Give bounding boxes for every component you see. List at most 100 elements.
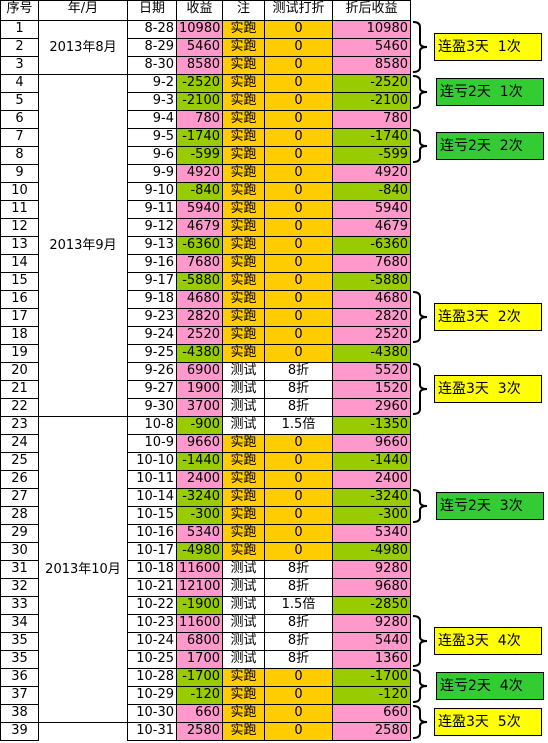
row-number-cell[interactable]: 20 xyxy=(0,362,39,381)
date-cell[interactable]: 10-29 xyxy=(127,686,177,705)
date-cell[interactable]: 10-17 xyxy=(127,542,177,561)
row-number-cell[interactable]: 2 xyxy=(0,38,39,57)
profit-cell[interactable]: -3240 xyxy=(176,488,223,507)
profit-cell[interactable]: -300 xyxy=(176,506,223,525)
discounted-profit-cell[interactable]: 2400 xyxy=(332,470,411,489)
discounted-profit-cell[interactable]: -1350 xyxy=(332,416,411,435)
month-cell[interactable]: 2013年10月 xyxy=(38,416,128,723)
date-cell[interactable]: 10-31 xyxy=(127,722,177,741)
date-cell[interactable]: 9-13 xyxy=(127,236,177,255)
header-cell[interactable]: 折后收益 xyxy=(332,0,411,21)
discounted-profit-cell[interactable]: 660 xyxy=(332,704,411,723)
discounted-profit-cell[interactable]: 1360 xyxy=(332,650,411,669)
discounted-profit-cell[interactable]: 9280 xyxy=(332,560,411,579)
test-discount-cell[interactable]: 0 xyxy=(264,722,333,741)
note-cell[interactable]: 实跑 xyxy=(222,56,265,75)
discounted-profit-cell[interactable]: -4980 xyxy=(332,542,411,561)
date-cell[interactable]: 9-5 xyxy=(127,128,177,147)
profit-cell[interactable]: -1700 xyxy=(176,668,223,687)
row-number-cell[interactable]: 37 xyxy=(0,686,39,705)
profit-cell[interactable]: 4920 xyxy=(176,164,223,183)
date-cell[interactable]: 8-29 xyxy=(127,38,177,57)
profit-cell[interactable]: -840 xyxy=(176,182,223,201)
row-number-cell[interactable]: 8 xyxy=(0,146,39,165)
note-cell[interactable]: 实跑 xyxy=(222,668,265,687)
profit-cell[interactable]: -6360 xyxy=(176,236,223,255)
row-number-cell[interactable]: 21 xyxy=(0,380,39,399)
row-number-cell[interactable]: 7 xyxy=(0,128,39,147)
discounted-profit-cell[interactable]: 4680 xyxy=(332,290,411,309)
profit-cell[interactable]: -1440 xyxy=(176,452,223,471)
date-cell[interactable]: 10-8 xyxy=(127,416,177,435)
discounted-profit-cell[interactable]: -599 xyxy=(332,146,411,165)
note-cell[interactable]: 测试 xyxy=(222,560,265,579)
profit-cell[interactable]: 11600 xyxy=(176,560,223,579)
date-cell[interactable]: 10-23 xyxy=(127,614,177,633)
test-discount-cell[interactable]: 0 xyxy=(264,272,333,291)
date-cell[interactable]: 10-14 xyxy=(127,488,177,507)
discounted-profit-cell[interactable]: 7680 xyxy=(332,254,411,273)
date-cell[interactable]: 10-11 xyxy=(127,470,177,489)
note-cell[interactable]: 测试 xyxy=(222,632,265,651)
date-cell[interactable]: 10-10 xyxy=(127,452,177,471)
date-cell[interactable]: 9-17 xyxy=(127,272,177,291)
row-number-cell[interactable]: 35 xyxy=(0,650,39,669)
profit-cell[interactable]: -2520 xyxy=(176,74,223,93)
test-discount-cell[interactable]: 0 xyxy=(264,344,333,363)
discounted-profit-cell[interactable]: 5940 xyxy=(332,200,411,219)
note-cell[interactable]: 测试 xyxy=(222,362,265,381)
test-discount-cell[interactable]: 8折 xyxy=(264,398,333,417)
date-cell[interactable]: 9-6 xyxy=(127,146,177,165)
profit-cell[interactable]: 3700 xyxy=(176,398,223,417)
date-cell[interactable]: 9-2 xyxy=(127,74,177,93)
test-discount-cell[interactable]: 8折 xyxy=(264,560,333,579)
row-number-cell[interactable]: 11 xyxy=(0,200,39,219)
discounted-profit-cell[interactable]: 9660 xyxy=(332,434,411,453)
note-cell[interactable]: 实跑 xyxy=(222,128,265,147)
profit-cell[interactable]: -900 xyxy=(176,416,223,435)
note-cell[interactable]: 实跑 xyxy=(222,686,265,705)
note-cell[interactable]: 实跑 xyxy=(222,182,265,201)
test-discount-cell[interactable]: 0 xyxy=(264,434,333,453)
month-cell[interactable]: 2013年9月 xyxy=(38,74,128,417)
profit-cell[interactable]: 2400 xyxy=(176,470,223,489)
profit-cell[interactable]: 4679 xyxy=(176,218,223,237)
date-cell[interactable]: 9-11 xyxy=(127,200,177,219)
note-cell[interactable]: 实跑 xyxy=(222,146,265,165)
test-discount-cell[interactable]: 0 xyxy=(264,200,333,219)
header-cell[interactable]: 序号 xyxy=(0,0,39,21)
date-cell[interactable]: 9-24 xyxy=(127,326,177,345)
profit-cell[interactable]: 10980 xyxy=(176,20,223,39)
row-number-cell[interactable]: 17 xyxy=(0,308,39,327)
test-discount-cell[interactable]: 0 xyxy=(264,182,333,201)
note-cell[interactable]: 实跑 xyxy=(222,20,265,39)
date-cell[interactable]: 9-3 xyxy=(127,92,177,111)
row-number-cell[interactable]: 4 xyxy=(0,74,39,93)
test-discount-cell[interactable]: 0 xyxy=(264,686,333,705)
test-discount-cell[interactable]: 0 xyxy=(264,38,333,57)
discounted-profit-cell[interactable]: -300 xyxy=(332,506,411,525)
test-discount-cell[interactable]: 0 xyxy=(264,326,333,345)
discounted-profit-cell[interactable]: -120 xyxy=(332,686,411,705)
discounted-profit-cell[interactable]: 5440 xyxy=(332,632,411,651)
row-number-cell[interactable]: 15 xyxy=(0,272,39,291)
profit-cell[interactable]: -2100 xyxy=(176,92,223,111)
date-cell[interactable]: 10-28 xyxy=(127,668,177,687)
row-number-cell[interactable]: 35 xyxy=(0,632,39,651)
date-cell[interactable]: 10-30 xyxy=(127,704,177,723)
profit-cell[interactable]: 2580 xyxy=(176,722,223,741)
row-number-cell[interactable]: 26 xyxy=(0,470,39,489)
test-discount-cell[interactable]: 0 xyxy=(264,164,333,183)
test-discount-cell[interactable]: 0 xyxy=(264,74,333,93)
profit-cell[interactable]: 5460 xyxy=(176,38,223,57)
row-number-cell[interactable]: 32 xyxy=(0,578,39,597)
note-cell[interactable]: 实跑 xyxy=(222,308,265,327)
row-number-cell[interactable]: 31 xyxy=(0,560,39,579)
note-cell[interactable]: 实跑 xyxy=(222,524,265,543)
note-cell[interactable]: 实跑 xyxy=(222,200,265,219)
date-cell[interactable]: 10-22 xyxy=(127,596,177,615)
note-cell[interactable]: 实跑 xyxy=(222,236,265,255)
date-cell[interactable]: 10-21 xyxy=(127,578,177,597)
profit-cell[interactable]: 1700 xyxy=(176,650,223,669)
profit-cell[interactable]: 1900 xyxy=(176,380,223,399)
